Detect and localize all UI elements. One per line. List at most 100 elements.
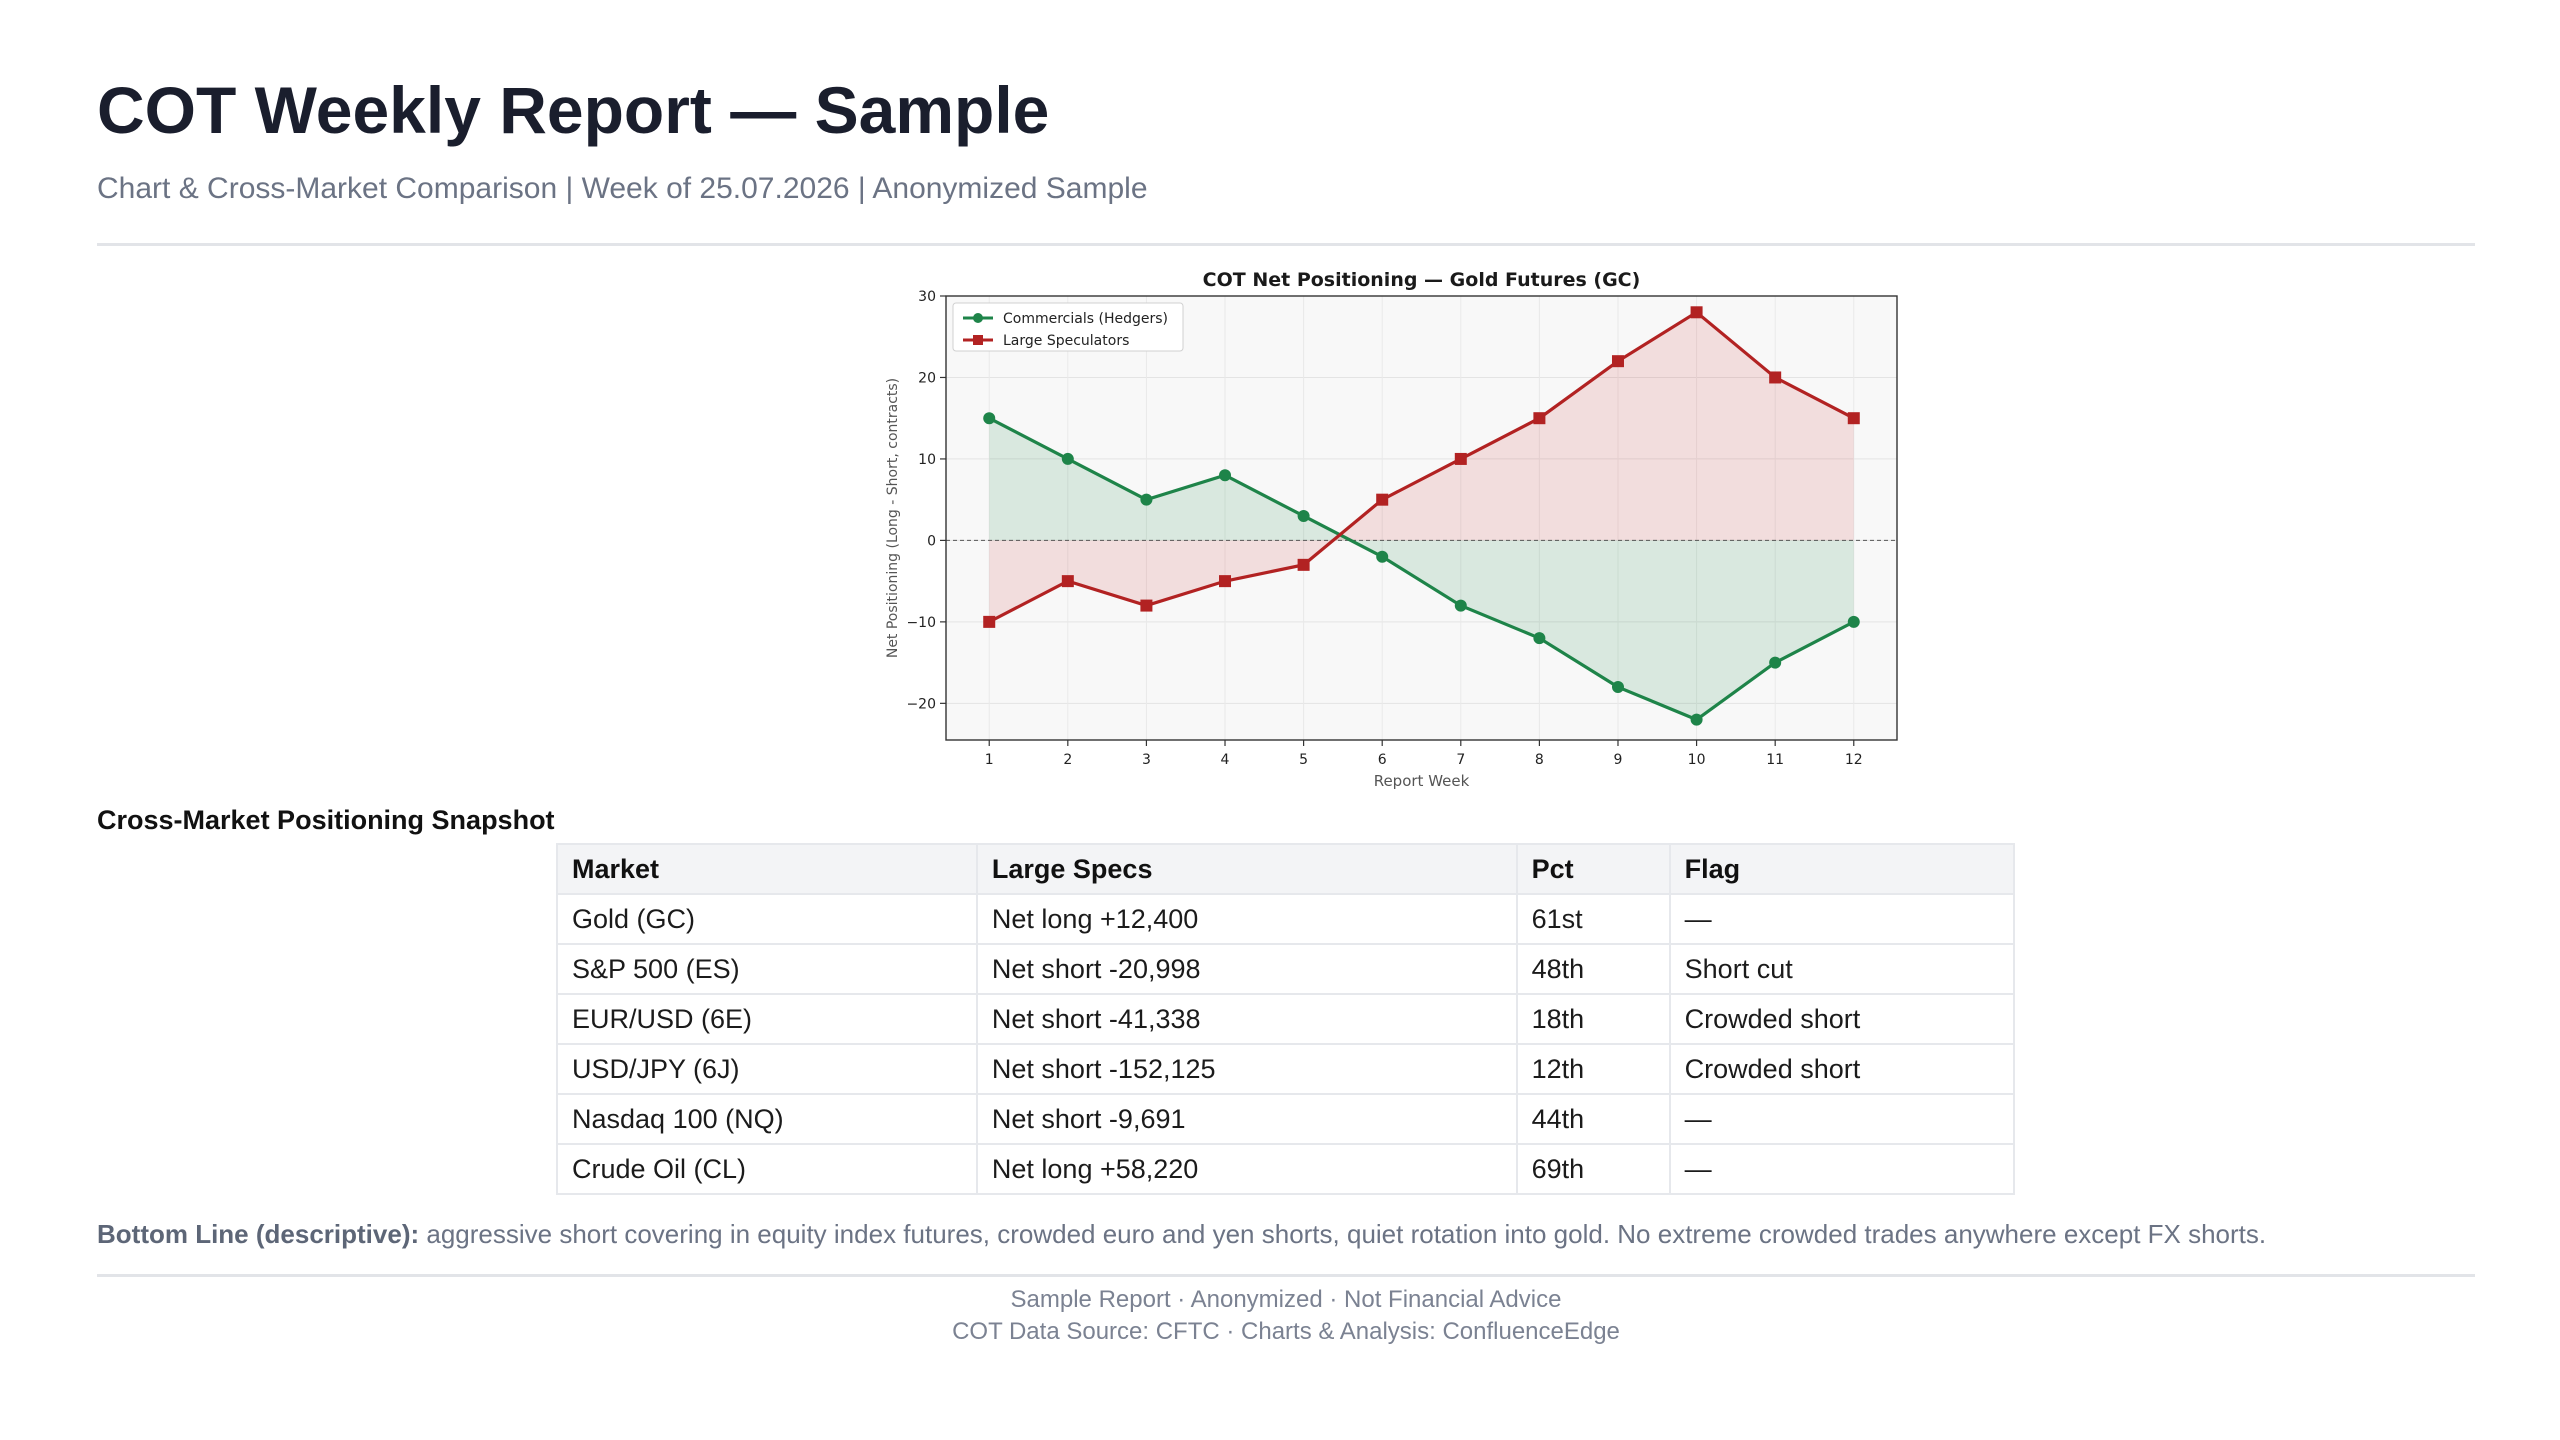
x-axis-label: Report Week [1374,772,1470,790]
report-page: COT Weekly Report — Sample Chart & Cross… [97,0,2475,1440]
data-point-circle [1690,713,1703,726]
data-point-square [1611,355,1624,368]
data-point-circle [1061,452,1074,465]
cell-market: Nasdaq 100 (NQ) [556,1093,978,1145]
bottom-line-label: Bottom Line (descriptive): [97,1219,420,1249]
header-flag: Flag [1668,843,2016,895]
snapshot-table: Market Large Specs Pct Flag Gold (GC) Ne… [556,843,2016,1195]
cell-large-specs: Net long +58,220 [975,1143,1518,1195]
y-tick-label: 0 [927,533,936,549]
series-line [988,416,1855,722]
cell-market: S&P 500 (ES) [556,943,978,995]
legend-marker-circle [973,313,983,323]
table-header-row: Market Large Specs Pct Flag [556,843,2016,895]
cell-large-specs: Net short -41,338 [975,993,1518,1045]
cell-pct: 69th [1515,1143,1671,1195]
footer-divider [97,1274,2475,1277]
chart-title: COT Net Positioning — Gold Futures (GC) [1203,269,1641,291]
y-tick-label: 10 [918,452,936,468]
x-tick-label: 9 [1614,752,1623,768]
header-pct: Pct [1515,843,1671,895]
data-point-square [1690,306,1703,319]
series-fill [989,312,1854,622]
cell-flag: — [1668,1143,2016,1195]
bottom-line-text: aggressive short covering in equity inde… [419,1219,2267,1249]
y-axis-label: Net Positioning (Long - Short, contracts… [885,378,901,658]
cell-large-specs: Net long +12,400 [975,893,1518,945]
table-row: Gold (GC) Net long +12,400 61st — [556,893,2016,945]
report-title: COT Weekly Report — Sample [97,73,1050,147]
snapshot-title: Cross-Market Positioning Snapshot [97,805,555,835]
x-tick-label: 10 [1688,752,1706,768]
footer-disclaimer: Sample Report · Anonymized · Not Financi… [1010,1286,1562,1313]
x-tick-label: 11 [1766,752,1784,768]
x-tick-label: 3 [1142,752,1151,768]
cell-flag: Crowded short [1668,1043,2016,1095]
header-large-specs: Large Specs [975,843,1518,895]
x-tick-label: 8 [1535,752,1544,768]
cell-flag: — [1668,1093,2016,1145]
x-tick-label: 1 [985,752,994,768]
cell-pct: 48th [1515,943,1671,995]
y-tick-label: 20 [918,370,936,386]
data-point-square [1454,452,1467,465]
data-point-circle [1219,469,1232,482]
plot-area [946,296,1897,740]
cell-flag: — [1668,893,2016,945]
cell-pct: 44th [1515,1093,1671,1145]
cell-flag: Short cut [1668,943,2016,995]
series-line [988,310,1855,624]
cell-large-specs: Net short -152,125 [975,1043,1518,1095]
bottom-line: Bottom Line (descriptive): aggressive sh… [97,1219,2266,1250]
x-tick-label: 4 [1221,752,1230,768]
report-subtitle: Chart & Cross-Market Comparison | Week o… [97,172,1148,205]
data-point-circle [1454,599,1467,612]
data-point-circle [983,412,996,425]
cell-market: Gold (GC) [556,893,978,945]
cell-large-specs: Net short -20,998 [975,943,1518,995]
legend-marker-square [973,335,983,345]
data-point-circle [1140,493,1153,506]
data-point-circle [1847,615,1860,628]
data-point-circle [1376,550,1389,563]
cell-market: Crude Oil (CL) [556,1143,978,1195]
positioning-chart: −20 −10 0 10 20 30 1 2 3 4 5 6 7 8 9 10 11 12 COT Net Posi… [767,258,1917,798]
y-tick-label: 30 [918,289,936,305]
cell-pct: 18th [1515,993,1671,1045]
cell-flag: Crowded short [1668,993,2016,1045]
data-point-circle [1297,509,1310,522]
data-point-square [1219,575,1232,588]
data-point-circle [1769,656,1782,669]
data-point-square [1533,412,1546,425]
cell-market: USD/JPY (6J) [556,1043,978,1095]
header-market: Market [556,843,978,895]
data-point-square [1376,493,1389,506]
data-point-square [1061,575,1074,588]
cell-large-specs: Net short -9,691 [975,1093,1518,1145]
data-point-square [1140,599,1153,612]
data-point-square [983,615,996,628]
x-tick-label: 5 [1299,752,1308,768]
table-row: S&P 500 (ES) Net short -20,998 48th Shor… [556,943,2016,995]
table-row: EUR/USD (6E) Net short -41,338 18th Crow… [556,993,2016,1045]
x-tick-label: 6 [1378,752,1387,768]
data-point-square [1769,371,1782,384]
legend-label: Large Speculators [1003,333,1129,349]
x-tick-label: 7 [1456,752,1465,768]
x-tick-label: 2 [1063,752,1072,768]
y-tick-label: −20 [906,696,936,712]
data-point-square [1297,558,1310,571]
table-row: Nasdaq 100 (NQ) Net short -9,691 44th — [556,1093,2016,1145]
cell-pct: 12th [1515,1043,1671,1095]
cell-pct: 61st [1515,893,1671,945]
plot-frame [945,295,1898,741]
x-tick-label: 12 [1845,752,1863,768]
header-divider [97,243,2475,246]
legend-box [952,302,1184,352]
table-row: Crude Oil (CL) Net long +58,220 69th — [556,1143,2016,1195]
data-point-circle [1611,681,1624,694]
table-row: USD/JPY (6J) Net short -152,125 12th Cro… [556,1043,2016,1095]
y-tick-label: −10 [906,615,936,631]
data-point-square [1847,412,1860,425]
